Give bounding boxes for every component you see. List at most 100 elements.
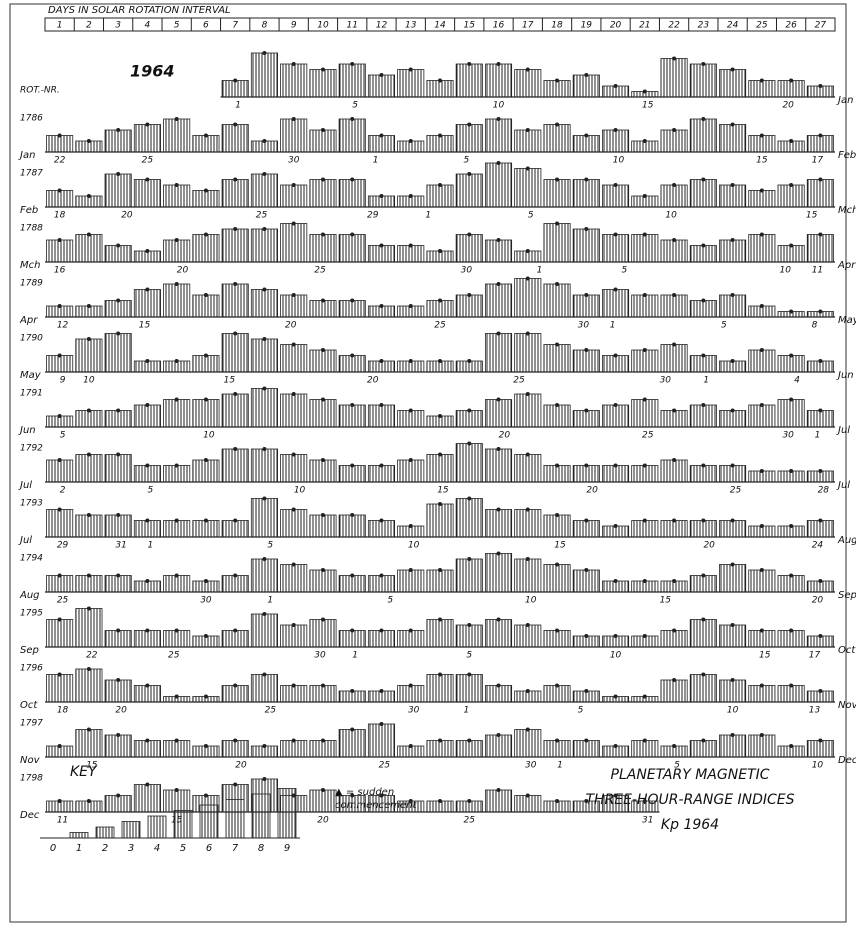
kp-bar (806, 234, 834, 263)
kp-head (438, 568, 442, 572)
kp-head (408, 139, 413, 143)
kp-bar (572, 740, 600, 758)
rotation-number: 1795 (20, 609, 43, 619)
kp-head (203, 232, 208, 237)
kp-head (818, 634, 823, 638)
rotation-number: 1791 (20, 389, 43, 399)
kp-head (467, 232, 472, 237)
kp-head (291, 117, 296, 121)
kp-bar (133, 740, 161, 758)
kp-head (233, 628, 238, 633)
kp-bar (426, 135, 454, 153)
date-label: 12 (57, 321, 69, 331)
date-label: 22 (86, 651, 98, 661)
start-month: May (20, 370, 42, 381)
kp-head (233, 331, 238, 336)
start-month: Oct (20, 700, 38, 711)
kp-head (730, 562, 735, 567)
kp-bar (719, 294, 747, 318)
kp-bar (777, 80, 805, 98)
date-label: 2 (60, 486, 66, 496)
kp-bar (280, 740, 308, 758)
date-label: 10 (665, 211, 677, 221)
title-line: PLANETARY MAGNETIC (611, 767, 770, 783)
kp-head (672, 56, 677, 61)
kp-head (116, 733, 121, 737)
kp-head (233, 683, 238, 688)
kp-head (350, 573, 355, 578)
kp-head (759, 232, 764, 237)
kp-bar (163, 465, 191, 483)
kp-head (584, 568, 589, 572)
key-bar (121, 821, 141, 839)
date-label: 18 (54, 211, 66, 221)
end-month: Oct (838, 645, 856, 656)
kp-head (642, 194, 647, 198)
kp-bar (280, 685, 308, 703)
kp-head (262, 557, 267, 561)
kp-bar (514, 558, 542, 593)
kp-head (350, 298, 355, 303)
kp-head (379, 518, 384, 523)
kp-bar (660, 239, 688, 263)
kp-bar (484, 283, 513, 318)
kp-head (379, 793, 384, 798)
kp-head (467, 359, 472, 363)
kp-bar (338, 63, 366, 98)
end-month: Jul (836, 480, 850, 491)
kp-head (584, 799, 589, 803)
date-label: 10 (613, 156, 625, 166)
date-label: 13 (809, 706, 821, 716)
kp-bar (777, 575, 805, 593)
kp-bar (221, 685, 249, 703)
kp-head (759, 469, 764, 473)
date-label: 25 (142, 156, 154, 166)
kp-bar (660, 520, 688, 538)
kp-head (759, 733, 764, 737)
sc-note: ▲ = sudden (335, 787, 394, 798)
date-label: 25 (642, 431, 654, 441)
kp-bar (75, 454, 103, 483)
kp-head (291, 392, 296, 396)
kp-bar (397, 69, 425, 98)
date-label: 28 (818, 486, 830, 496)
date-label: 10 (408, 541, 420, 551)
kp-head (408, 568, 413, 572)
kp-head (613, 579, 618, 583)
date-label: 20 (235, 761, 247, 771)
kp-bar (660, 129, 688, 153)
date-label: 10 (780, 266, 792, 276)
kp-bar (397, 410, 425, 428)
kp-head (701, 672, 706, 677)
kp-bar (309, 685, 337, 703)
kp-bar (660, 58, 688, 98)
date-label: 25 (168, 651, 180, 661)
kp-head (379, 463, 384, 468)
kp-head (379, 722, 384, 726)
kp-bar (719, 564, 747, 593)
kp-bar (367, 245, 396, 263)
kp-bar (719, 184, 747, 208)
kp-head (467, 62, 472, 66)
kp-head (379, 73, 384, 77)
kp-head (262, 287, 267, 292)
key-level-label: 5 (180, 843, 186, 854)
kp-head (320, 67, 325, 72)
kp-head (467, 441, 472, 446)
kp-bar (455, 124, 483, 153)
kp-head (555, 403, 560, 407)
kp-head (525, 793, 530, 798)
kp-head (291, 293, 296, 297)
day-number: 22 (668, 21, 680, 31)
kp-bar (543, 514, 571, 538)
kp-bar (426, 454, 454, 483)
kp-bar (602, 355, 630, 373)
key-level-label: 2 (102, 843, 108, 854)
kp-bar (163, 184, 191, 208)
date-label: 20 (782, 101, 794, 111)
kp-head (496, 331, 501, 336)
kp-head (379, 133, 384, 138)
kp-head (467, 623, 472, 627)
end-month: Mch (838, 205, 856, 216)
